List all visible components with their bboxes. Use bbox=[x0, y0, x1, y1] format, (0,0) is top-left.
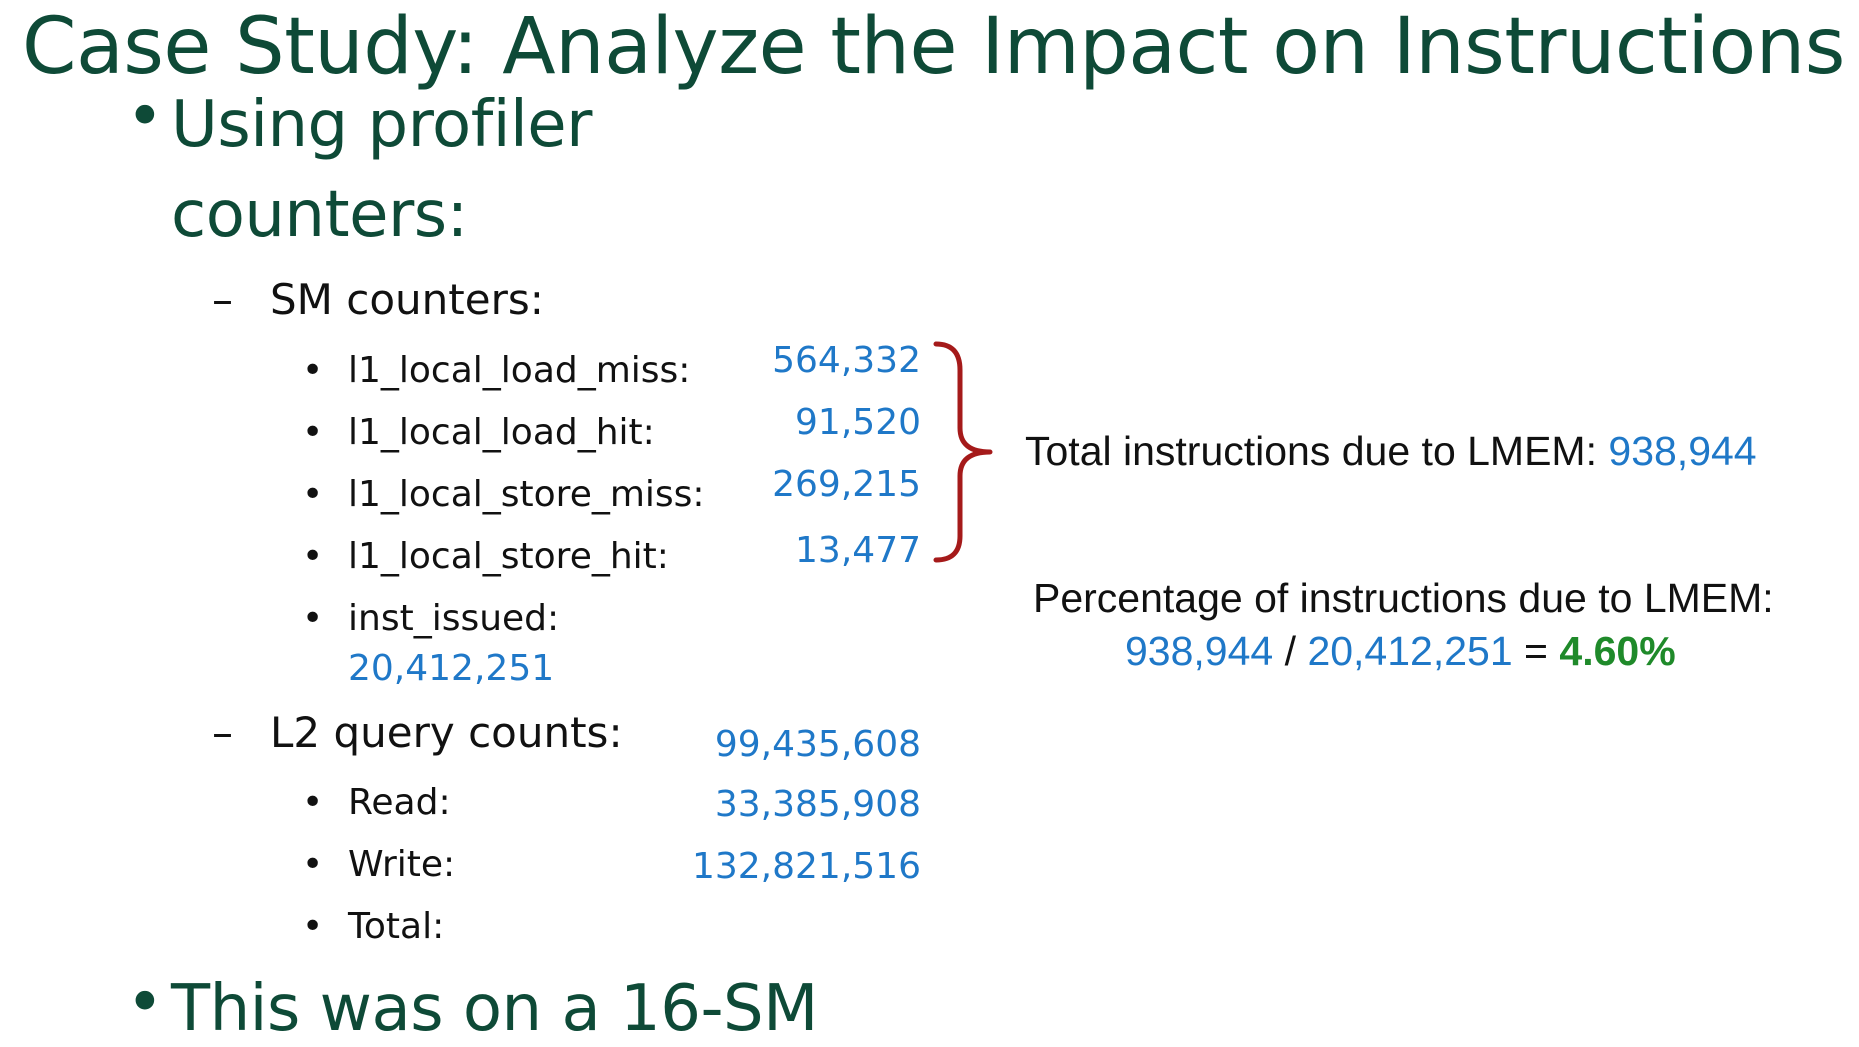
bullet-dot: • bbox=[302, 474, 324, 515]
bullet-dot: • bbox=[126, 80, 164, 154]
bullet-dot: • bbox=[302, 350, 324, 391]
counter-label: l1_local_load_hit: bbox=[348, 412, 655, 453]
dash-marker: – bbox=[212, 708, 233, 757]
counter-label: l1_local_load_miss: bbox=[348, 350, 691, 391]
l2-query-value: 99,435,608 bbox=[714, 724, 921, 765]
sm-counters-heading: SM counters: bbox=[270, 275, 544, 324]
pct-denominator: 20,412,251 bbox=[1307, 628, 1513, 674]
bullet-profiler-line1: Using profiler bbox=[171, 88, 592, 162]
pct-slash: / bbox=[1284, 628, 1297, 674]
l2-write-label: Write: bbox=[348, 844, 456, 885]
counter-label: l1_local_store_miss: bbox=[348, 474, 705, 515]
l2-read-label: Read: bbox=[348, 782, 451, 823]
pct-result: 4.60% bbox=[1559, 628, 1676, 674]
inst-issued-label: inst_issued: bbox=[348, 598, 560, 639]
inst-issued-value: 20,412,251 bbox=[348, 648, 555, 689]
percentage-formula: 938,944 / 20,412,251 = 4.60% bbox=[1125, 628, 1676, 675]
counter-value: 269,215 bbox=[772, 464, 921, 505]
counter-label: l1_local_store_hit: bbox=[348, 536, 669, 577]
dash-marker: – bbox=[212, 275, 233, 324]
l2-write-value: 132,821,516 bbox=[691, 846, 921, 887]
bullet-dot: • bbox=[302, 844, 324, 885]
counter-value: 91,520 bbox=[795, 402, 921, 443]
bullet-16sm: This was on a 16-SM bbox=[171, 972, 818, 1046]
bullet-dot: • bbox=[126, 966, 164, 1040]
l2-query-heading: L2 query counts: bbox=[270, 708, 623, 757]
bullet-profiler-line2: counters: bbox=[171, 178, 468, 252]
pct-equals: = bbox=[1524, 628, 1548, 674]
slide-title: Case Study: Analyze the Impact on Instru… bbox=[22, 2, 1845, 92]
pct-numerator: 938,944 bbox=[1125, 628, 1274, 674]
bullet-dot: • bbox=[302, 598, 324, 639]
total-lmem-line: Total instructions due to LMEM: 938,944 bbox=[1025, 428, 1757, 475]
counter-value: 13,477 bbox=[795, 530, 921, 571]
bullet-dot: • bbox=[302, 412, 324, 453]
bullet-dot: • bbox=[302, 536, 324, 577]
l2-total-label: Total: bbox=[348, 906, 445, 947]
total-lmem-value: 938,944 bbox=[1608, 428, 1757, 474]
l2-read-value: 33,385,908 bbox=[714, 784, 921, 825]
bullet-dot: • bbox=[302, 906, 324, 947]
percentage-label: Percentage of instructions due to LMEM: bbox=[1033, 575, 1774, 621]
counter-value: 564,332 bbox=[772, 340, 921, 381]
curly-brace bbox=[933, 341, 993, 563]
total-lmem-label: Total instructions due to LMEM: bbox=[1025, 428, 1597, 474]
bullet-dot: • bbox=[302, 782, 324, 823]
